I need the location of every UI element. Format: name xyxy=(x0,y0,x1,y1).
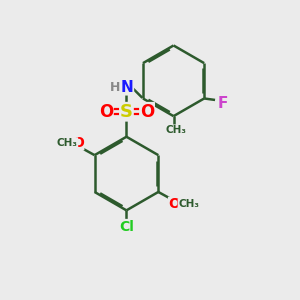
Text: CH₃: CH₃ xyxy=(178,199,199,209)
Text: O: O xyxy=(140,103,154,121)
Text: O: O xyxy=(99,103,113,121)
Text: H: H xyxy=(110,81,120,94)
Text: CH₃: CH₃ xyxy=(57,138,78,148)
Text: F: F xyxy=(218,96,228,111)
Text: O: O xyxy=(72,136,84,150)
Text: S: S xyxy=(120,103,133,121)
Text: CH₃: CH₃ xyxy=(166,125,187,135)
Text: N: N xyxy=(121,80,134,95)
Text: O: O xyxy=(169,197,181,211)
Text: Cl: Cl xyxy=(119,220,134,234)
